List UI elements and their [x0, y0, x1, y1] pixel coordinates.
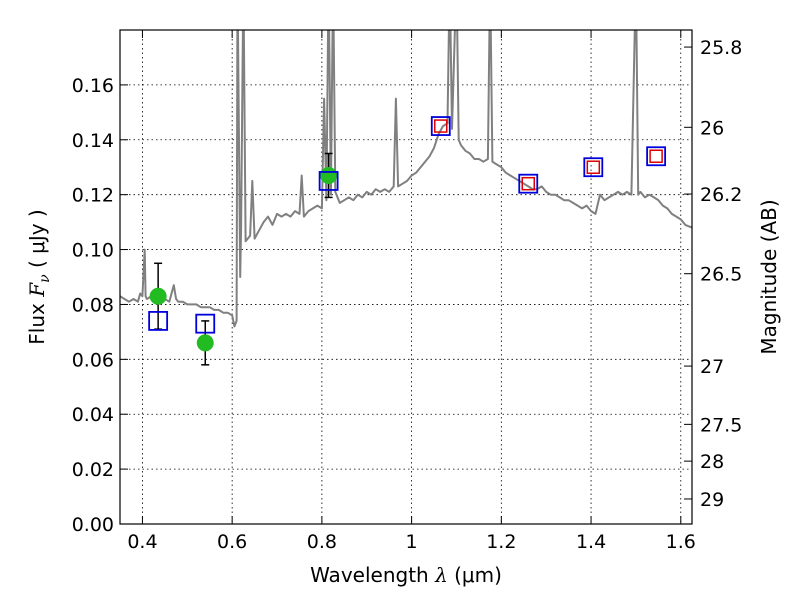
- mag-tick-label: 27.5: [700, 414, 742, 436]
- y-tick-label: 0.00: [72, 514, 114, 536]
- model-point: [518, 173, 539, 194]
- model-point: [646, 146, 667, 167]
- model-point: [195, 313, 216, 334]
- spectrum-line: [120, 30, 692, 328]
- measured-point: [149, 287, 167, 305]
- y-axis-label: Flux Fν ( μJy ): [25, 209, 53, 344]
- y-tick-label: 0.16: [72, 75, 114, 97]
- x-tick-label: 0.6: [217, 531, 247, 553]
- mag-tick-label: 29: [700, 489, 724, 511]
- model-point: [148, 311, 169, 331]
- model-point: [318, 171, 339, 191]
- x-tick-label: 1.2: [486, 531, 516, 553]
- plot-area: [120, 30, 692, 524]
- y-tick-label: 0.04: [72, 404, 114, 426]
- y-tick-label: 0.12: [72, 185, 114, 207]
- x-tick-label: 0.4: [127, 531, 157, 553]
- y2-axis-label: Magnitude (AB): [757, 199, 781, 354]
- y-tick-label: 0.10: [72, 240, 114, 262]
- model-point-inner: [649, 149, 663, 163]
- marker-layer: [148, 116, 667, 366]
- mag-tick-label: 27: [700, 356, 724, 378]
- x-tick-label: 0.8: [307, 531, 337, 553]
- mag-tick-label: 26.5: [700, 264, 742, 286]
- model-point: [583, 157, 604, 178]
- plot-frame: [119, 29, 693, 525]
- model-point-inner: [586, 160, 601, 174]
- data-layer: [120, 30, 692, 328]
- y-tick-label: 0.08: [72, 294, 114, 316]
- model-point: [430, 116, 451, 136]
- measured-point: [196, 334, 214, 352]
- x-tick-label: 1.4: [576, 531, 606, 553]
- model-point-inner: [521, 176, 536, 191]
- y-tick-label: 0.06: [72, 349, 114, 371]
- x-tick-label: 1: [406, 531, 418, 553]
- measured-point: [320, 166, 338, 184]
- y-tick-label: 0.02: [72, 459, 114, 481]
- mag-tick-label: 28: [700, 451, 724, 473]
- ticks: 0.4 0.6 0.8 1 1.2 1.4 1.6 0.00 0.02 0.04 0.06 0.08 0…: [72, 30, 742, 553]
- x-tick-label: 1.6: [666, 531, 696, 553]
- x-axis-label: Wavelength λ (μm): [310, 563, 502, 587]
- model-point-inner: [434, 119, 448, 133]
- y-tick-label: 0.14: [72, 130, 114, 152]
- mag-tick-label: 26: [700, 117, 724, 139]
- mag-tick-label: 26.2: [700, 184, 742, 206]
- mag-tick-label: 25.8: [700, 37, 742, 59]
